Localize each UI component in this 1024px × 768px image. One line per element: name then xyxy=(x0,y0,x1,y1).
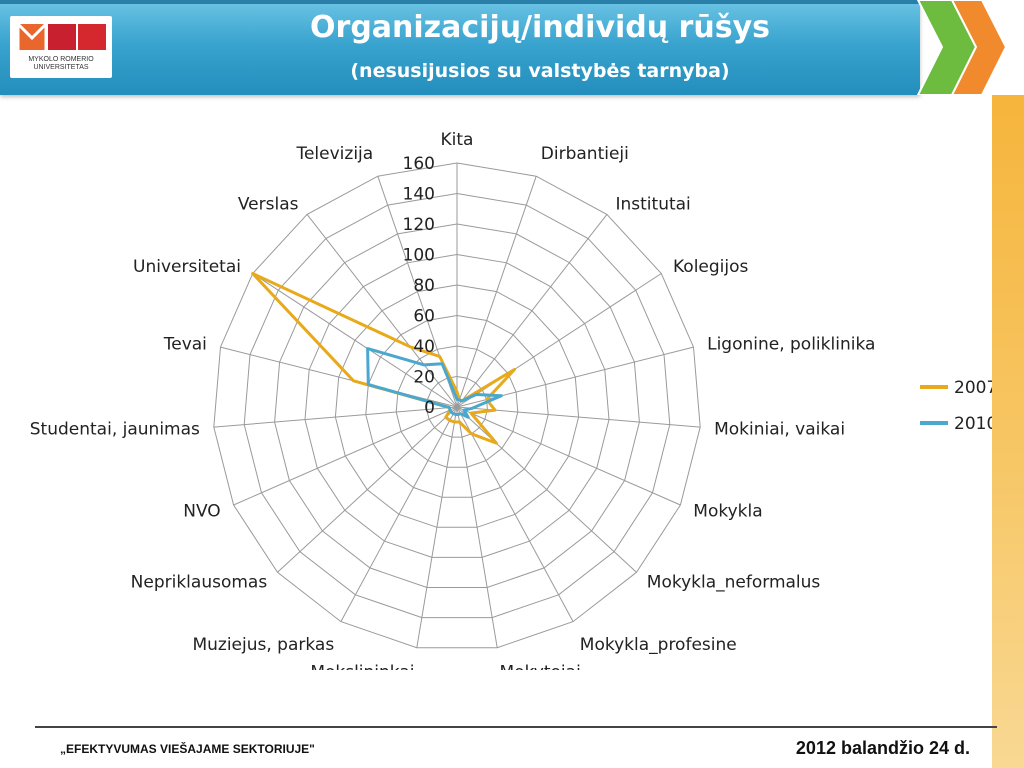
category-label: Muziejus, parkas xyxy=(192,635,334,655)
tick-label: 160 xyxy=(403,154,435,174)
grid-spoke xyxy=(456,406,637,573)
tick-label: 20 xyxy=(413,368,435,388)
grid-spoke xyxy=(252,273,458,408)
radar-series xyxy=(251,272,516,445)
grid-ring xyxy=(426,375,488,438)
grid-spoke xyxy=(213,406,458,428)
grid-spoke xyxy=(277,406,458,573)
logo-caption-line-2: UNIVERSITETAS xyxy=(33,64,89,71)
grid-spoke xyxy=(340,406,458,622)
category-label: Ligonine, poliklinika xyxy=(707,335,875,355)
chart-legend: 2007 2010 xyxy=(920,378,992,434)
category-label: Mokytojai xyxy=(500,663,581,671)
grid-spoke xyxy=(456,406,701,428)
grid-ring xyxy=(304,253,610,558)
radar-chart: 0 20 40 60 80 100 120 140 160 Kita Dirbantieji Ins… xyxy=(30,130,992,670)
series-line-2007 xyxy=(251,272,516,445)
grid-spoke xyxy=(456,176,537,408)
logo-caption-line-1: MYKOLO ROMERIO xyxy=(28,56,94,63)
grid-spoke xyxy=(456,406,681,506)
series-line-2010 xyxy=(366,347,503,419)
category-label: Studentai, jaunimas xyxy=(30,419,200,439)
category-label: Universitetai xyxy=(133,257,241,277)
radar-grid xyxy=(213,162,701,649)
grid-spoke xyxy=(306,214,458,408)
footer-divider xyxy=(35,726,997,728)
category-label: Tevai xyxy=(163,335,207,355)
legend-label-2010: 2010 xyxy=(954,414,992,434)
footer-event-title: „EFEKTYVUMAS VIEŠAJAME SEKTORIUJE" xyxy=(60,742,315,756)
category-labels: Kita Dirbantieji Institutai Kolegijos Ligoni… xyxy=(30,130,876,670)
decorative-arrows-icon xyxy=(916,0,1008,95)
category-label: Institutai xyxy=(616,194,691,214)
logo-caption: MYKOLO ROMERIO UNIVERSITETAS xyxy=(10,56,112,72)
grid-ring xyxy=(274,223,640,588)
category-label: Dirbantieji xyxy=(541,144,629,164)
category-label: Nepriklausomas xyxy=(131,573,268,593)
tick-label: 140 xyxy=(403,185,435,205)
category-label: Mokiniai, vaikai xyxy=(714,419,845,439)
footer-date: 2012 balandžio 24 d. xyxy=(795,738,970,758)
category-label: NVO xyxy=(183,502,220,522)
grid-spoke xyxy=(456,406,574,622)
category-label: Mokykla_profesine xyxy=(580,635,737,655)
tick-label: 120 xyxy=(403,215,435,235)
tick-label: 40 xyxy=(413,337,435,357)
tick-label: 80 xyxy=(413,276,435,296)
grid-ring xyxy=(213,162,701,649)
category-label: Mokykla xyxy=(693,502,762,522)
header-top-strip xyxy=(0,0,920,4)
grid-ring xyxy=(365,314,549,498)
grid-spoke xyxy=(456,406,498,648)
page-title: Organizacijų/individų rūšys xyxy=(310,10,770,45)
university-logo: MYKOLO ROMERIO UNIVERSITETAS xyxy=(10,16,112,78)
grid-ring xyxy=(243,192,671,619)
tick-label: 0 xyxy=(424,398,435,418)
header-banner: MYKOLO ROMERIO UNIVERSITETAS Organizacij… xyxy=(0,0,920,95)
category-label: Mokykla_neformalus xyxy=(647,573,821,593)
tick-label: 60 xyxy=(413,307,435,327)
page-subtitle: (nesusijusios su valstybės tarnyba) xyxy=(350,60,730,82)
radial-tick-labels: 0 20 40 60 80 100 120 140 160 xyxy=(403,154,435,418)
category-label: Kolegijos xyxy=(673,257,749,277)
category-label: Mokslininkai xyxy=(310,663,414,671)
mru-logo-icon xyxy=(16,20,106,50)
grid-spoke xyxy=(416,406,458,648)
side-accent-bar xyxy=(992,95,1024,768)
tick-label: 100 xyxy=(403,246,435,266)
legend-label-2007: 2007 xyxy=(954,378,992,398)
grid-ring xyxy=(334,284,580,528)
grid-spoke xyxy=(456,214,608,408)
category-label: Kita xyxy=(441,130,474,150)
category-label: Verslas xyxy=(238,194,299,214)
category-label: Televizija xyxy=(295,144,373,164)
grid-spoke xyxy=(233,406,458,506)
